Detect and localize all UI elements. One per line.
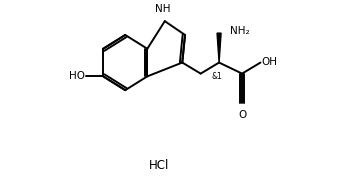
Text: &1: &1 <box>212 72 223 81</box>
Text: NH: NH <box>155 4 171 14</box>
Text: OH: OH <box>261 57 277 67</box>
Text: HO: HO <box>69 71 85 81</box>
Polygon shape <box>217 33 221 63</box>
Text: NH₂: NH₂ <box>230 26 250 36</box>
Text: HCl: HCl <box>149 159 169 172</box>
Text: O: O <box>238 110 246 120</box>
